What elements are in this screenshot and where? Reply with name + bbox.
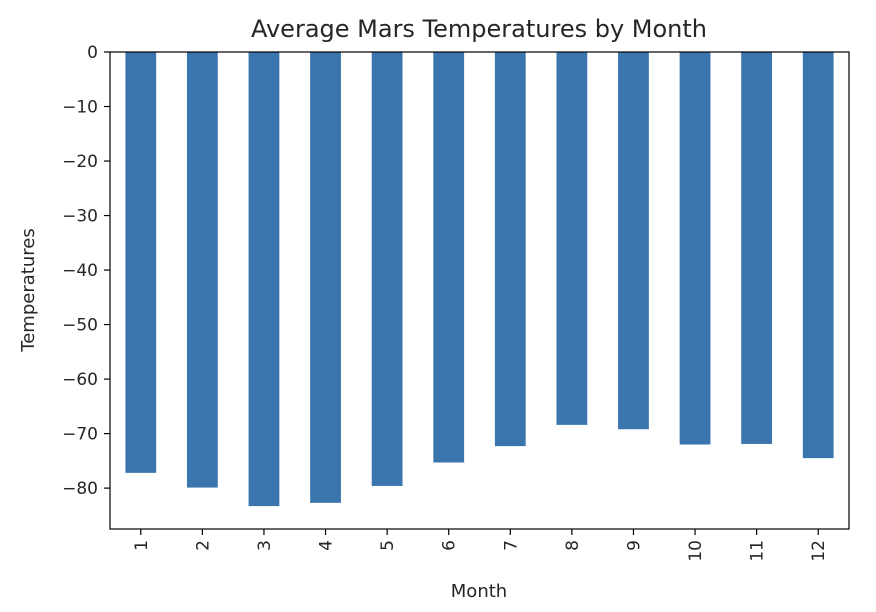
x-tick-label: 12 xyxy=(809,540,829,562)
x-tick-label: 2 xyxy=(193,540,213,551)
plot-frame xyxy=(109,51,850,530)
y-tick-label: −80 xyxy=(62,479,98,499)
x-tick-label: 11 xyxy=(748,540,768,562)
bar-month-2 xyxy=(186,52,218,488)
y-axis-label: Temperatures xyxy=(18,228,39,352)
y-tick-label: −70 xyxy=(62,425,98,445)
y-tick-label: −50 xyxy=(62,316,98,336)
y-tick-label: −60 xyxy=(62,370,98,390)
x-tick-label: 7 xyxy=(501,540,521,551)
x-axis-label: Month xyxy=(451,581,507,602)
y-tick-label: 0 xyxy=(87,43,98,63)
bar-month-9 xyxy=(618,52,649,430)
chart-title: Average Mars Temperatures by Month xyxy=(251,15,707,43)
bars-group xyxy=(125,52,834,507)
x-tick-label: 5 xyxy=(378,540,398,551)
y-tick-label: −40 xyxy=(62,261,98,281)
bar-month-12 xyxy=(802,52,834,459)
x-tick-label: 9 xyxy=(624,540,644,551)
bar-month-6 xyxy=(433,52,465,463)
x-tick-label: 6 xyxy=(440,540,460,551)
y-tick-label: −30 xyxy=(62,207,98,227)
x-tick-label: 3 xyxy=(255,540,275,551)
x-axis-ticks: 1 2 3 4 5 6 7 8 9 10 11 12 xyxy=(132,529,829,562)
bar-month-7 xyxy=(494,52,526,447)
bar-month-5 xyxy=(371,52,403,486)
bar-month-1 xyxy=(125,52,157,473)
bar-month-4 xyxy=(310,52,341,503)
bar-month-10 xyxy=(679,52,711,445)
y-tick-label: −10 xyxy=(62,98,98,118)
bar-month-8 xyxy=(556,52,588,425)
x-tick-label: 1 xyxy=(132,540,152,551)
bar-month-11 xyxy=(741,52,773,444)
bar-month-3 xyxy=(248,52,280,507)
y-axis-ticks: 0 −10 −20 −30 −40 −50 −60 −70 −80 xyxy=(62,43,110,499)
x-tick-label: 10 xyxy=(686,540,706,562)
x-tick-label: 4 xyxy=(317,540,337,551)
x-tick-label: 8 xyxy=(563,540,583,551)
y-tick-label: −20 xyxy=(62,152,98,172)
